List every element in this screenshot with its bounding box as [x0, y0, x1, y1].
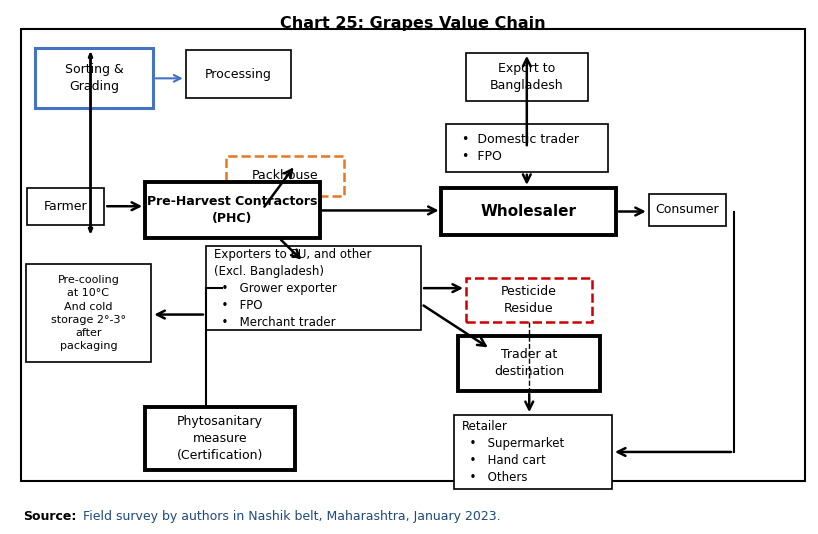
Text: Pesticide
Residue: Pesticide Residue	[501, 285, 557, 315]
Text: Exporters to EU, and other
(Excl. Bangladesh)
  •   Grower exporter
  •   FPO
  : Exporters to EU, and other (Excl. Bangla…	[214, 248, 371, 328]
FancyBboxPatch shape	[466, 278, 591, 323]
Text: Farmer: Farmer	[44, 200, 88, 213]
FancyBboxPatch shape	[454, 415, 612, 489]
Text: Export to
Bangladesh: Export to Bangladesh	[490, 62, 564, 92]
Text: Sorting &
Grading: Sorting & Grading	[65, 63, 124, 93]
Text: Pre-cooling
at 10°C
And cold
storage 2°-3°
after
packaging: Pre-cooling at 10°C And cold storage 2°-…	[51, 275, 126, 351]
FancyBboxPatch shape	[145, 407, 295, 470]
Text: •  Domestic trader
  •  FPO: • Domestic trader • FPO	[454, 133, 578, 163]
FancyBboxPatch shape	[186, 50, 291, 98]
FancyBboxPatch shape	[27, 188, 105, 225]
Text: Processing: Processing	[205, 68, 272, 81]
FancyBboxPatch shape	[227, 156, 344, 195]
FancyBboxPatch shape	[466, 53, 588, 100]
FancyBboxPatch shape	[442, 188, 616, 235]
Text: Phytosanitary
measure
(Certification): Phytosanitary measure (Certification)	[177, 415, 263, 462]
FancyBboxPatch shape	[649, 194, 726, 226]
FancyBboxPatch shape	[20, 29, 805, 481]
Text: Retailer
  •   Supermarket
  •   Hand cart
  •   Others: Retailer • Supermarket • Hand cart • Oth…	[462, 420, 564, 484]
FancyBboxPatch shape	[145, 183, 320, 238]
Text: Pre-Harvest Contractors
(PHC): Pre-Harvest Contractors (PHC)	[147, 195, 317, 225]
Text: Packhouse: Packhouse	[252, 169, 318, 182]
FancyBboxPatch shape	[35, 48, 153, 108]
FancyBboxPatch shape	[206, 246, 421, 331]
Text: Consumer: Consumer	[655, 203, 719, 216]
FancyBboxPatch shape	[25, 264, 151, 362]
Text: Field survey by authors in Nashik belt, Maharashtra, January 2023.: Field survey by authors in Nashik belt, …	[79, 511, 500, 523]
Text: Trader at
destination: Trader at destination	[494, 349, 564, 379]
FancyBboxPatch shape	[458, 336, 600, 391]
Text: Wholesaler: Wholesaler	[481, 204, 577, 219]
FancyBboxPatch shape	[446, 124, 608, 172]
Text: Chart 25: Grapes Value Chain: Chart 25: Grapes Value Chain	[281, 16, 546, 31]
Text: Source:: Source:	[23, 511, 76, 523]
